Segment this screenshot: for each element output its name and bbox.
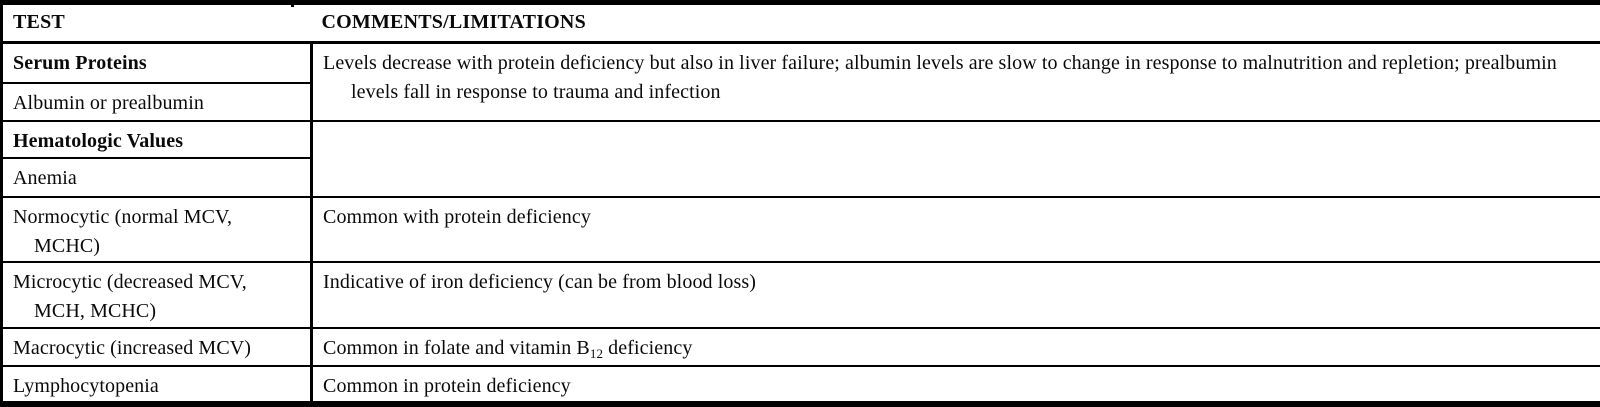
comment-cell-empty: [310, 119, 1600, 199]
top-rule-tick: [291, 0, 294, 7]
table-row-albumin: Albumin or prealbumin: [0, 81, 1600, 122]
comment-text-post: deficiency: [603, 336, 693, 359]
comment-cell-macrocytic: Common in folate and vitamin B12 deficie…: [310, 326, 1600, 367]
test-line-continued: MCHC): [34, 235, 101, 258]
comment-cell-lymphocytopenia: Common in protein deficiency: [310, 364, 1600, 406]
test-line: Microcytic (decreased MCV,: [13, 271, 247, 294]
vitamin-b12-subscript: 12: [589, 345, 604, 361]
test-cell-macrocytic: Macrocytic (increased MCV): [0, 326, 313, 367]
test-cell-albumin: Albumin or prealbumin: [0, 81, 313, 122]
comment-line: Levels decrease with protein deficiency …: [323, 52, 1557, 74]
comment-line-continued: levels fall in response to trauma and in…: [351, 81, 721, 103]
table-row-serum-proteins: Serum Proteins Levels decrease with prot…: [0, 41, 1600, 122]
test-line-continued: MCH, MCHC): [34, 300, 157, 323]
table-header-row: TEST COMMENTS/LIMITATIONS: [1, 2, 1600, 44]
comment-cell-microcytic: Indicative of iron deficiency (can be fr…: [310, 261, 1600, 329]
test-cell-anemia: Anemia: [0, 156, 313, 199]
column-header-comments: COMMENTS/LIMITATIONS: [311, 2, 1600, 44]
test-cell-normocytic: Normocytic (normal MCV, MCHC): [0, 196, 313, 264]
test-cell-lymphocytopenia: Lymphocytopenia: [0, 364, 313, 406]
comment-cell-normocytic: Common with protein deficiency: [310, 196, 1600, 264]
comment-text-pre: Common in folate and vitamin B: [323, 336, 590, 359]
table-row-hematologic-values: Hematologic Values: [0, 119, 1600, 199]
table-row-microcytic: Microcytic (decreased MCV, MCH, MCHC) In…: [0, 261, 1600, 329]
table-row-anemia: Anemia: [0, 156, 1600, 199]
table-row-macrocytic: Macrocytic (increased MCV) Common in fol…: [0, 326, 1600, 367]
test-cell-serum-proteins: Serum Proteins: [0, 41, 313, 84]
table-row-lymphocytopenia: Lymphocytopenia Common in protein defici…: [0, 364, 1600, 406]
test-cell-microcytic: Microcytic (decreased MCV, MCH, MCHC): [0, 261, 313, 329]
test-line: Normocytic (normal MCV,: [13, 206, 233, 229]
test-cell-hematologic-values: Hematologic Values: [0, 119, 313, 159]
column-header-test: TEST: [1, 2, 312, 44]
table-row-normocytic: Normocytic (normal MCV, MCHC) Common wit…: [0, 196, 1600, 264]
comment-cell-serum-proteins: Levels decrease with protein deficiency …: [310, 41, 1600, 122]
